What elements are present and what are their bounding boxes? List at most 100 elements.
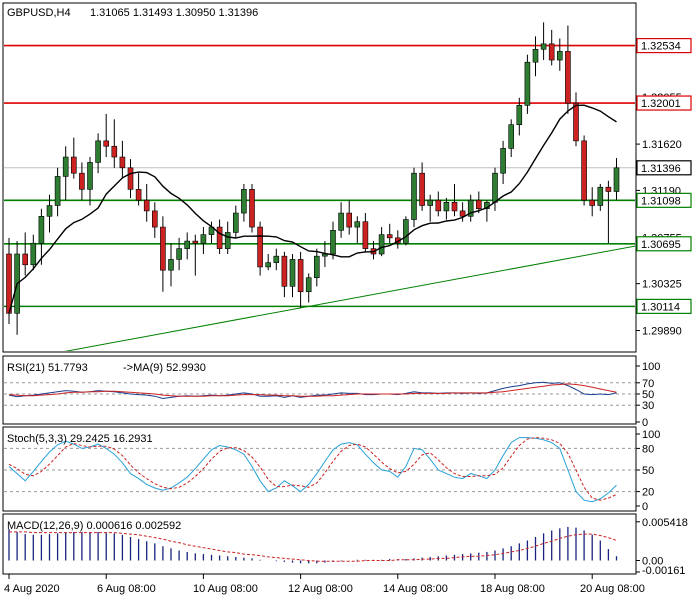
candle-body [435, 199, 442, 212]
candle-body [305, 277, 312, 293]
candle-body [378, 234, 385, 255]
level-tag-label: 1.32534 [641, 41, 681, 53]
candle-body [192, 240, 199, 244]
candle-body [346, 212, 353, 228]
level-tag-box [636, 236, 692, 252]
candle-body [443, 201, 450, 212]
level-tag-box [636, 298, 692, 314]
price-tick-label: 1.29890 [642, 326, 682, 338]
candle-body [386, 234, 393, 239]
candle-body [38, 215, 45, 244]
candle-body [216, 226, 223, 249]
candle-body [411, 172, 417, 220]
candle-body [605, 186, 612, 192]
candle-body [338, 212, 344, 231]
rsi-ma-line [8, 383, 617, 397]
osc-tick-label: 50 [642, 465, 654, 477]
osc-tick-label: 100 [642, 361, 660, 373]
level-tag-box [636, 95, 692, 111]
candle-body [419, 172, 425, 206]
candle-body [492, 172, 498, 203]
level-tag-label: 1.30695 [641, 239, 681, 251]
price-tick-label: 1.30325 [642, 279, 682, 291]
candle-body [79, 172, 85, 190]
macd-signal-line [9, 531, 617, 562]
osc-tick-label: 100 [642, 429, 660, 441]
rsi-signal-header: ->MA(9) 52.9930 [123, 362, 206, 374]
level-tag-label: 1.30114 [641, 301, 680, 313]
candle-body [249, 189, 255, 228]
current-price-box [636, 160, 692, 176]
candle-body [297, 259, 304, 293]
osc-tick-label: 50 [642, 389, 654, 401]
candle-body [103, 140, 109, 147]
candle-body [54, 176, 61, 206]
osc-tick-label: 0 [642, 417, 648, 429]
candle-body [273, 255, 280, 263]
macd-tick-label: 0.00 [642, 556, 663, 568]
candle-body [516, 104, 523, 125]
stoch-header: Stoch(5,3,3) 29.2425 16.2931 [7, 433, 153, 445]
candle-body [475, 199, 482, 210]
candle-body [30, 242, 37, 266]
x-tick-label: 12 Aug 08:00 [288, 583, 353, 595]
candle-body [111, 145, 118, 158]
rsi-header: RSI(21) 51.7793 [7, 362, 88, 374]
candle-body [127, 167, 134, 190]
candle-body [71, 156, 77, 174]
candle-body [589, 199, 596, 206]
price-panel [2, 2, 637, 353]
candle-body [565, 51, 571, 104]
candle-body [152, 210, 158, 228]
candle-body [135, 189, 142, 201]
candle-body [46, 205, 53, 217]
candle-body [467, 199, 474, 217]
candle-body [62, 156, 69, 177]
candle-body [289, 259, 296, 287]
candle-body [168, 259, 174, 271]
candle-body [548, 43, 555, 61]
osc-tick-label: 80 [642, 443, 654, 455]
candle-body [581, 140, 587, 201]
candle-body [524, 61, 531, 106]
candle-body [233, 212, 239, 233]
macd-panel [2, 513, 637, 575]
osc-tick-label: 70 [642, 378, 654, 390]
candle-body [265, 262, 272, 268]
candle-body [22, 253, 29, 266]
candle-body [540, 43, 547, 50]
candle-body [573, 102, 579, 142]
stoch-panel [2, 426, 637, 512]
price-header-ohlc: 1.31065 1.31493 1.30950 1.31396 [90, 7, 258, 19]
price-header-symbol: GBPUSD,H4 [7, 7, 71, 19]
candle-body [241, 189, 247, 214]
macd-tick-label: -0.00161 [642, 565, 685, 577]
osc-tick-label: 30 [642, 400, 654, 412]
candle-body [119, 156, 126, 169]
candle-body [143, 199, 150, 212]
candle-body [451, 201, 458, 212]
x-tick-label: 18 Aug 08:00 [480, 583, 545, 595]
candle-body [597, 186, 604, 206]
candle-body [613, 167, 620, 192]
candle-body [87, 162, 93, 190]
candle-body [224, 232, 231, 249]
candle-body [184, 240, 190, 249]
candle-body [330, 230, 336, 255]
trendline [64, 245, 635, 351]
moving-average-line [8, 104, 617, 314]
osc-tick-label: 0 [642, 501, 648, 513]
price-tick-label: 1.31620 [642, 139, 682, 151]
candle-body [160, 226, 166, 271]
rsi-panel [2, 355, 637, 425]
candle-body [95, 140, 101, 163]
candle-body [257, 226, 263, 268]
candle-body [427, 199, 434, 206]
level-tag-label: 1.31098 [641, 195, 681, 207]
x-tick-label: 14 Aug 08:00 [383, 583, 448, 595]
current-price-label: 1.31396 [641, 163, 681, 175]
candle-body [403, 219, 409, 244]
stoch-main-line [8, 437, 617, 503]
candle-body [362, 221, 369, 249]
